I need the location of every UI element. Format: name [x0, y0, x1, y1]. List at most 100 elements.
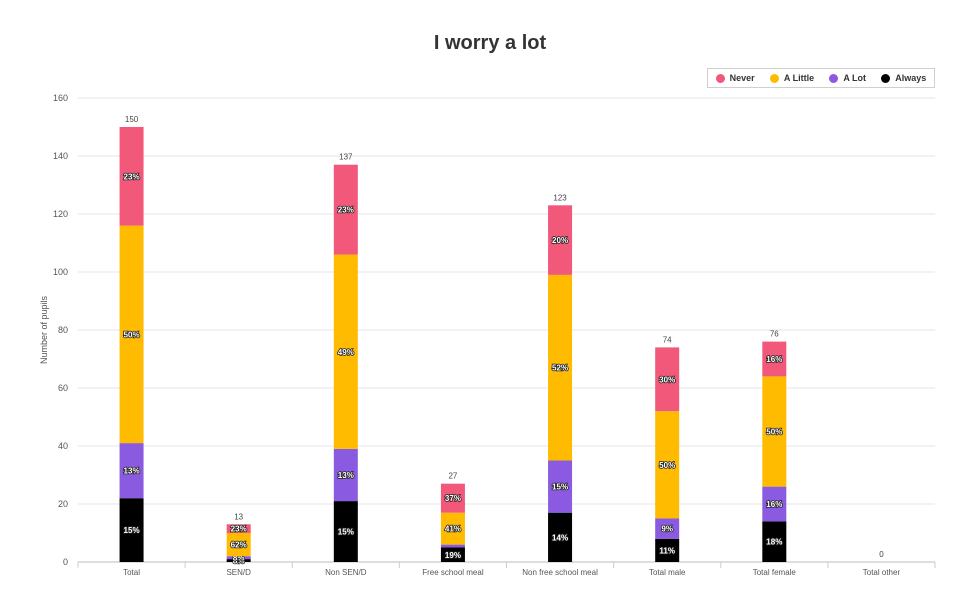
legend-item-a-little: A Little	[769, 73, 815, 83]
data-label: 50%	[124, 330, 140, 339]
bar-segment-never	[226, 524, 251, 533]
y-tick-label: 140	[53, 151, 68, 161]
bar-segment-a-lot	[119, 443, 144, 499]
bar-segment-a-little	[440, 512, 465, 545]
bar-segment-always	[226, 559, 251, 562]
x-axis-ticks: Total SEN/D Non SEN/D Free school meal Non f…	[77, 562, 936, 577]
chart-title: I worry a lot	[433, 32, 547, 54]
data-label: 50%	[766, 428, 782, 437]
y-tick-label: 0	[63, 557, 68, 567]
bar-segment-a-lot	[548, 460, 573, 513]
y-tick-label: 60	[58, 383, 68, 393]
x-tick-label: Total	[123, 568, 140, 577]
bar-segment-always	[440, 547, 465, 562]
data-label: 8%	[233, 554, 245, 563]
total-label: 123	[553, 193, 567, 202]
data-label: 50%	[659, 461, 675, 470]
bar-segment-a-lot	[226, 556, 251, 560]
x-tick-label: Total other	[863, 568, 901, 577]
data-label: 9%	[661, 525, 673, 534]
data-label: 14%	[552, 533, 568, 542]
bar-segment-never	[119, 127, 144, 226]
bar-segment-a-lot	[655, 518, 680, 539]
bar-segment-a-little	[333, 254, 358, 449]
data-label: 20%	[552, 236, 568, 245]
data-label: 15%	[338, 528, 354, 537]
bars: 15%13%50%23%1508%8%62%23%1315%13%49%23%1…	[119, 115, 884, 566]
bar-segment-never	[333, 164, 358, 255]
data-label: 13%	[338, 471, 354, 480]
legend-label: A Lot	[843, 73, 867, 83]
legend-label: A Little	[783, 73, 815, 83]
legend-swatch	[829, 73, 839, 83]
bar-segment-never	[655, 347, 680, 412]
y-axis-label: Number of pupils	[39, 295, 49, 364]
data-label: 23%	[231, 525, 247, 534]
data-label: 13%	[124, 467, 140, 476]
bar-segment-never	[762, 341, 787, 377]
x-tick-label: Free school meal	[422, 568, 484, 577]
legend-label: Always	[895, 73, 927, 83]
y-axis-ticks: 0 20 40 60 80 100 120 140 160	[53, 93, 68, 567]
x-tick-label: SEN/D	[226, 568, 251, 577]
x-tick-label: Total male	[649, 568, 686, 577]
data-label: 23%	[338, 206, 354, 215]
bar-segment-a-little	[119, 225, 144, 444]
bar-segment-a-little	[226, 533, 251, 557]
data-label: 19%	[445, 551, 461, 560]
data-label: 30%	[659, 375, 675, 384]
y-tick-label: 100	[53, 267, 68, 277]
data-label: 16%	[766, 500, 782, 509]
bar-segment-always	[333, 501, 358, 562]
bar-segment-a-lot	[333, 448, 358, 502]
legend-label: Never	[729, 73, 755, 83]
total-label: 13	[234, 512, 243, 521]
data-label: 15%	[552, 483, 568, 492]
bar-segment-a-little	[655, 411, 680, 519]
data-label: 37%	[445, 494, 461, 503]
y-tick-label: 40	[58, 441, 68, 451]
legend-swatch	[715, 73, 725, 83]
total-label: 76	[770, 330, 779, 339]
data-label: 11%	[659, 546, 675, 555]
legend-item-never: Never	[715, 73, 755, 83]
legend-item-a-lot: A Lot	[829, 73, 866, 83]
legend-item-always: Always	[881, 73, 926, 83]
total-label: 27	[448, 472, 457, 481]
bar-segment-a-lot	[440, 544, 465, 548]
total-label: 150	[125, 115, 139, 124]
y-tick-label: 120	[53, 209, 68, 219]
chart-legend: Never A Little A Lot Always	[707, 68, 935, 88]
data-label: 52%	[552, 364, 568, 373]
legend-swatch	[881, 73, 891, 83]
data-label: 15%	[124, 526, 140, 535]
legend-swatch	[769, 73, 779, 83]
x-tick-label: Non free school meal	[522, 568, 598, 577]
total-label: 74	[663, 335, 672, 344]
data-label: 49%	[338, 348, 354, 357]
x-tick-label: Non SEN/D	[325, 568, 367, 577]
total-label: 0	[879, 550, 884, 559]
bar-segment-a-little	[548, 274, 573, 461]
data-label: 23%	[124, 172, 140, 181]
data-label: 62%	[231, 541, 247, 550]
y-tick-label: 20	[58, 499, 68, 509]
bar-segment-always	[119, 498, 144, 562]
data-label: 41%	[445, 525, 461, 534]
y-tick-label: 80	[58, 325, 68, 335]
bar-segment-always	[548, 512, 573, 562]
x-tick-label: Total female	[753, 568, 797, 577]
bar-segment-never	[440, 483, 465, 513]
gridlines	[78, 97, 935, 563]
total-label: 137	[339, 153, 353, 162]
data-label: 8%	[233, 557, 245, 566]
data-label: 18%	[766, 538, 782, 547]
bar-segment-always	[762, 521, 787, 562]
bar-segment-a-little	[762, 376, 787, 487]
bar-segment-a-lot	[762, 486, 787, 522]
bar-segment-always	[655, 538, 680, 562]
data-label: 16%	[766, 355, 782, 364]
bar-segment-never	[548, 205, 573, 275]
y-tick-label: 160	[53, 93, 68, 103]
